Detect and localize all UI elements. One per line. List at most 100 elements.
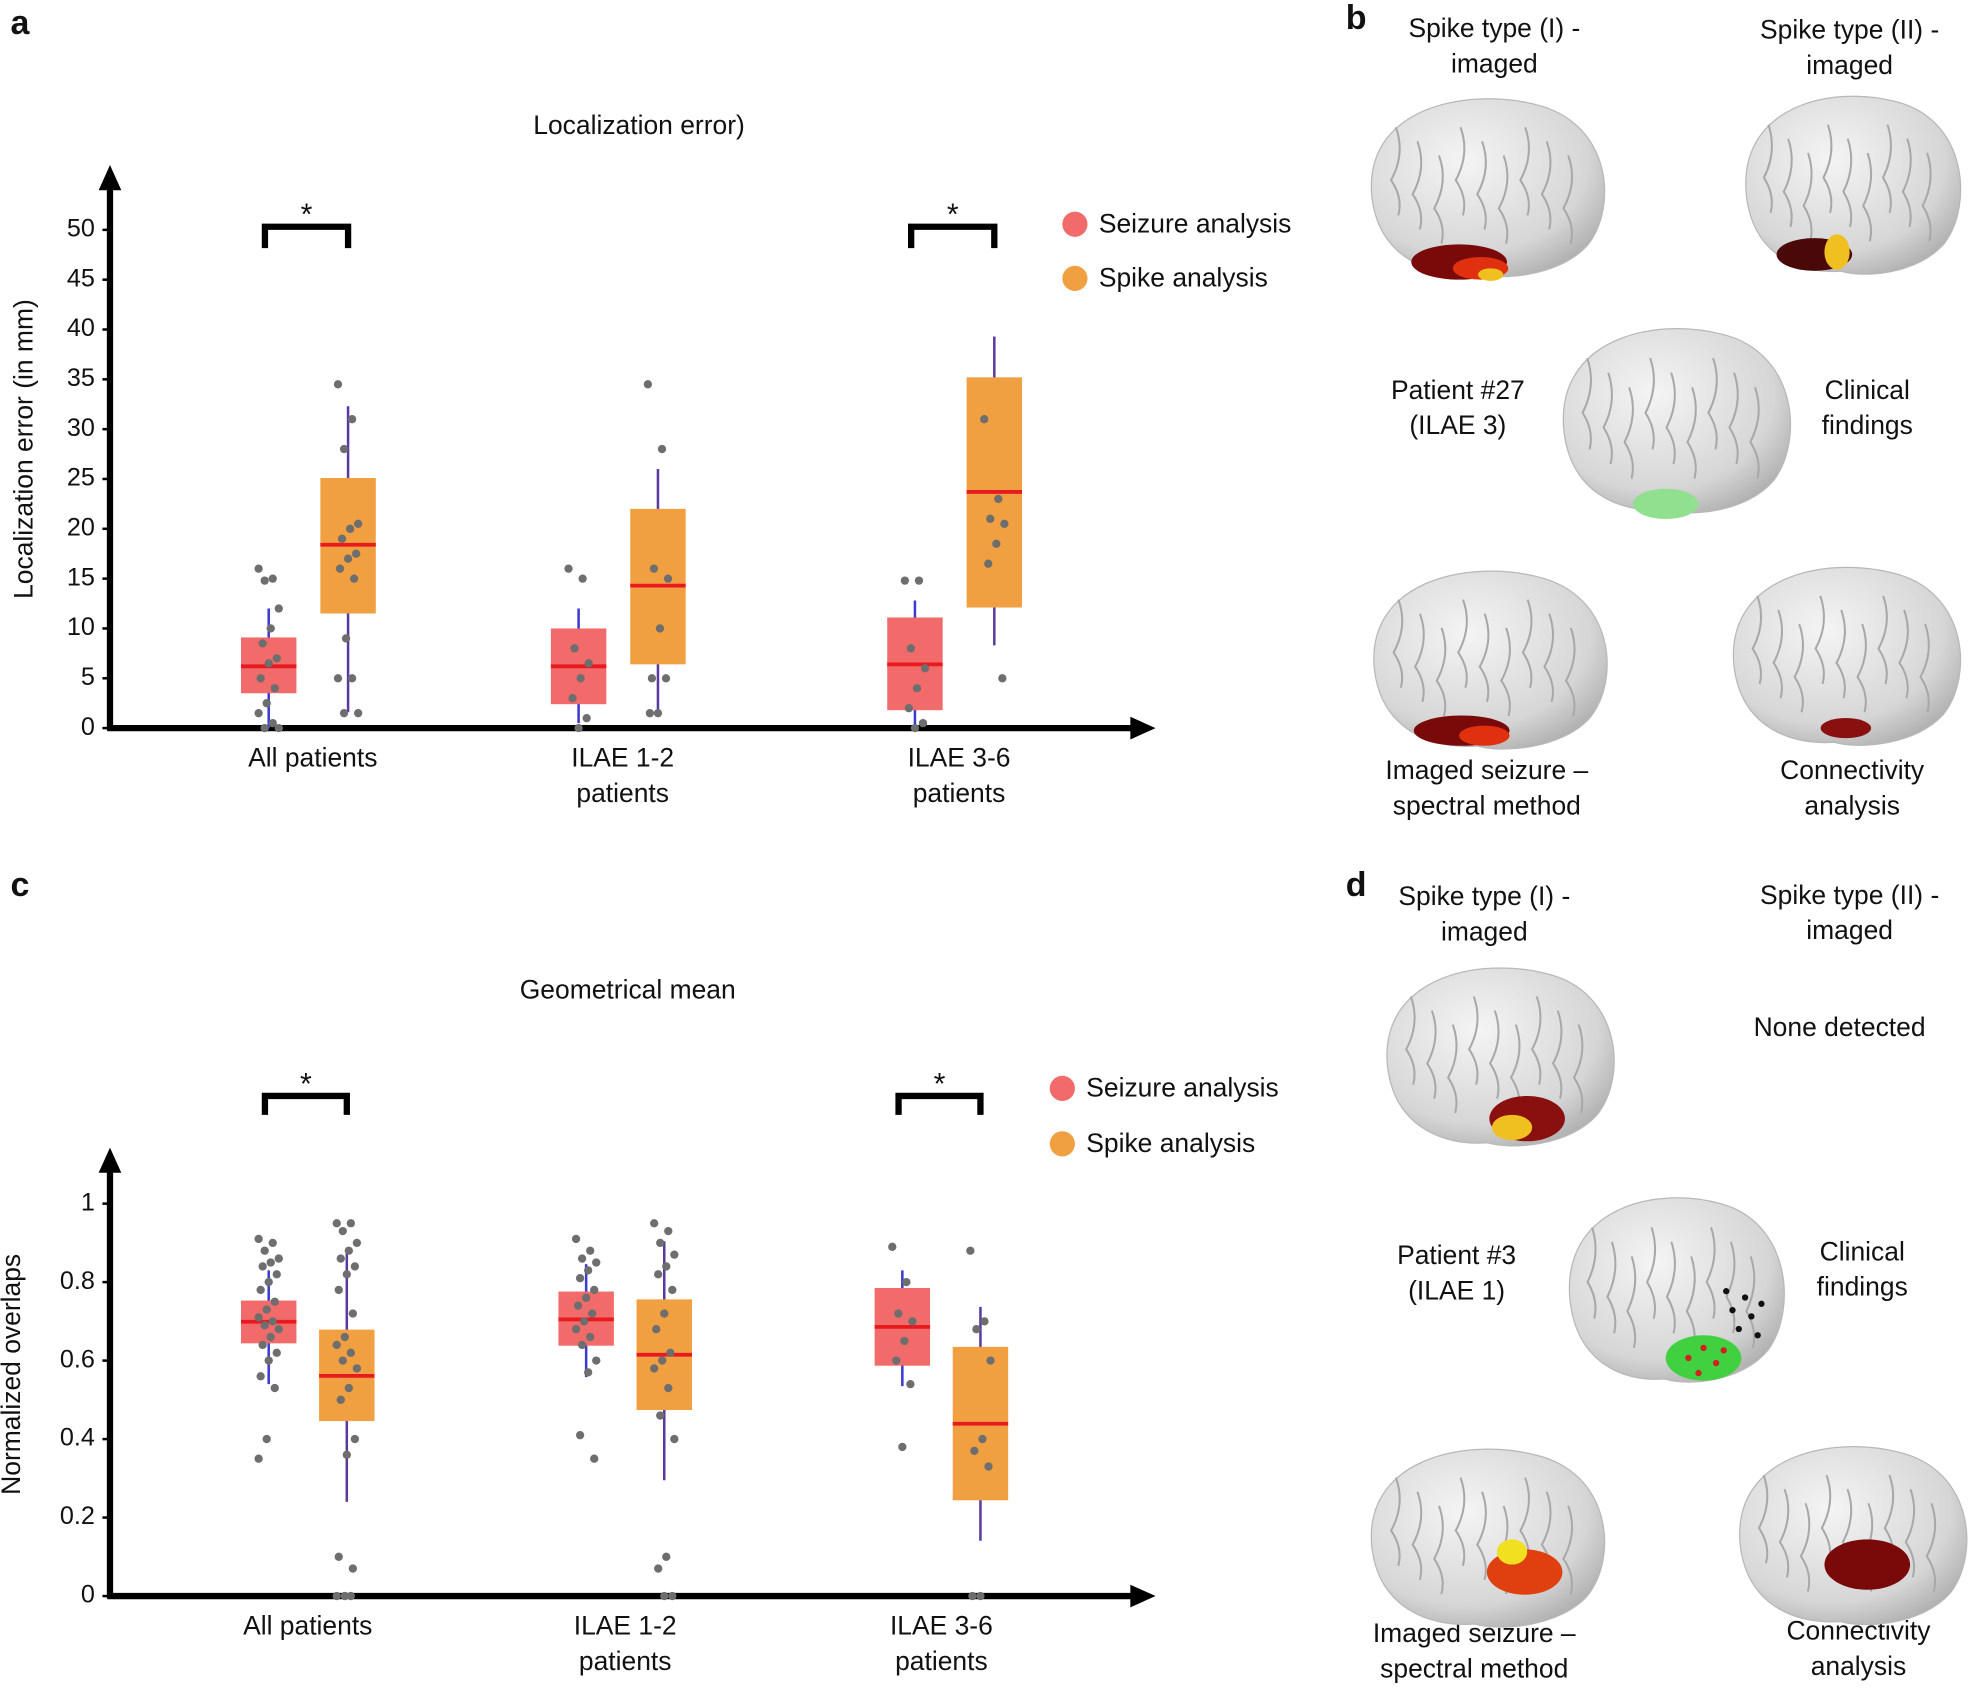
x-tick-label: All patients (248, 743, 377, 773)
data-point (336, 1395, 345, 1404)
y-axis-arrow (98, 165, 122, 191)
y-tick-label: 25 (67, 464, 95, 492)
electrode (1748, 1313, 1755, 1320)
y-tick-label: 30 (67, 414, 95, 442)
significance-label: * (947, 199, 959, 232)
data-point (348, 1309, 358, 1318)
y-tick-label: 10 (67, 613, 95, 641)
brain-sulcus (1488, 1010, 1500, 1099)
panel-label: b (1346, 0, 1367, 37)
brain-sulcus (1392, 599, 1404, 689)
brain-sulcus (1411, 140, 1423, 230)
brain-sulcus (1705, 1226, 1716, 1319)
data-point (266, 1332, 275, 1342)
significance-bracket (895, 1092, 984, 1115)
brain-sulcus (1413, 613, 1425, 703)
data-point (664, 1226, 673, 1236)
brain-label: Spike type (I) -imaged (1408, 13, 1580, 78)
brain-sulcus (1476, 140, 1487, 230)
brain-surface (1386, 967, 1615, 1147)
data-point (352, 1238, 362, 1248)
brain-sulcus (1519, 126, 1530, 216)
electrode (1735, 1325, 1742, 1333)
brain-label: Clinical findings (1822, 375, 1913, 440)
y-axis-label: Localization error (in mm) (9, 299, 39, 599)
y-axis-label: Normalized overlaps (0, 1254, 26, 1495)
data-point (334, 1285, 343, 1295)
brain-sulcus (1901, 138, 1912, 228)
y-tick-label: 0.2 (60, 1502, 95, 1530)
brain-image (1745, 95, 1962, 275)
brain-sulcus (1606, 1241, 1617, 1334)
data-point (332, 1591, 341, 1601)
y-tick-label: 0.4 (60, 1424, 95, 1452)
data-point (333, 380, 343, 389)
data-point (258, 1262, 267, 1271)
data-point (588, 1309, 597, 1318)
chart-title: Geometrical mean (520, 974, 736, 1004)
x-tick-label: ILAE 3-6 patients (890, 1611, 993, 1676)
significance-label: * (301, 199, 313, 232)
brain-label: Patient #27 (ILAE 3) (1391, 375, 1525, 440)
y-tick-label: 20 (67, 513, 95, 541)
data-point (918, 718, 928, 728)
data-point (986, 514, 995, 523)
data-point (976, 1591, 985, 1601)
data-point (345, 524, 355, 533)
brain-sulcus (1389, 126, 1401, 216)
data-point (668, 1591, 677, 1601)
data-point (350, 1434, 360, 1444)
brain-image (1373, 570, 1608, 750)
data-point (898, 1442, 907, 1452)
data-point (342, 1450, 351, 1459)
data-point (349, 574, 359, 583)
brain-sulcus (1521, 599, 1533, 689)
brain-sulcus (1572, 1024, 1584, 1114)
data-point (353, 709, 363, 718)
activation-blob (1665, 1335, 1742, 1381)
brain-sulcus (1856, 623, 1867, 713)
data-point (338, 1356, 347, 1365)
brain-sulcus (1435, 627, 1447, 717)
data-point (343, 554, 353, 563)
brain-sulcus (1835, 609, 1846, 699)
data-point (264, 1277, 273, 1287)
data-point (906, 1379, 915, 1389)
data-point (344, 1246, 353, 1255)
data-point (336, 1254, 345, 1263)
brain-sulcus (1793, 623, 1804, 713)
data-point (590, 1454, 599, 1463)
legend-marker (1049, 1131, 1075, 1157)
brain-sulcus (1814, 595, 1825, 685)
brain-sulcus (1543, 613, 1555, 703)
data-point (590, 1285, 599, 1295)
data-point (650, 1219, 659, 1228)
data-point (662, 1262, 671, 1271)
y-tick-label: 0 (81, 713, 95, 741)
data-point (260, 1321, 269, 1330)
data-point (649, 564, 659, 573)
brain-label: Connectivity analysis (1780, 755, 1925, 820)
brain-surface (1370, 1448, 1606, 1628)
data-point (568, 694, 577, 703)
data-point (578, 574, 587, 583)
brain-sulcus (1478, 613, 1490, 703)
data-point (906, 644, 916, 653)
brain-sulcus (1686, 386, 1697, 479)
y-axis-arrow (98, 1147, 122, 1173)
x-tick-label: ILAE 3-6 patients (908, 743, 1011, 808)
data-point (346, 1219, 356, 1228)
data-point (656, 1238, 665, 1248)
y-tick-label: 0.8 (60, 1267, 95, 1295)
data-point (654, 1564, 663, 1573)
brain-sulcus (1586, 1226, 1597, 1319)
data-point (575, 1430, 585, 1440)
data-point (274, 1254, 283, 1263)
data-point (894, 1309, 903, 1318)
brain-label: Imaged seizure – spectral method (1373, 1618, 1576, 1683)
data-point (656, 1411, 665, 1420)
chart-title: Localization error) (533, 110, 745, 140)
brain-sulcus (1530, 996, 1542, 1085)
activation-blob (1824, 1539, 1911, 1590)
data-point (260, 723, 269, 733)
